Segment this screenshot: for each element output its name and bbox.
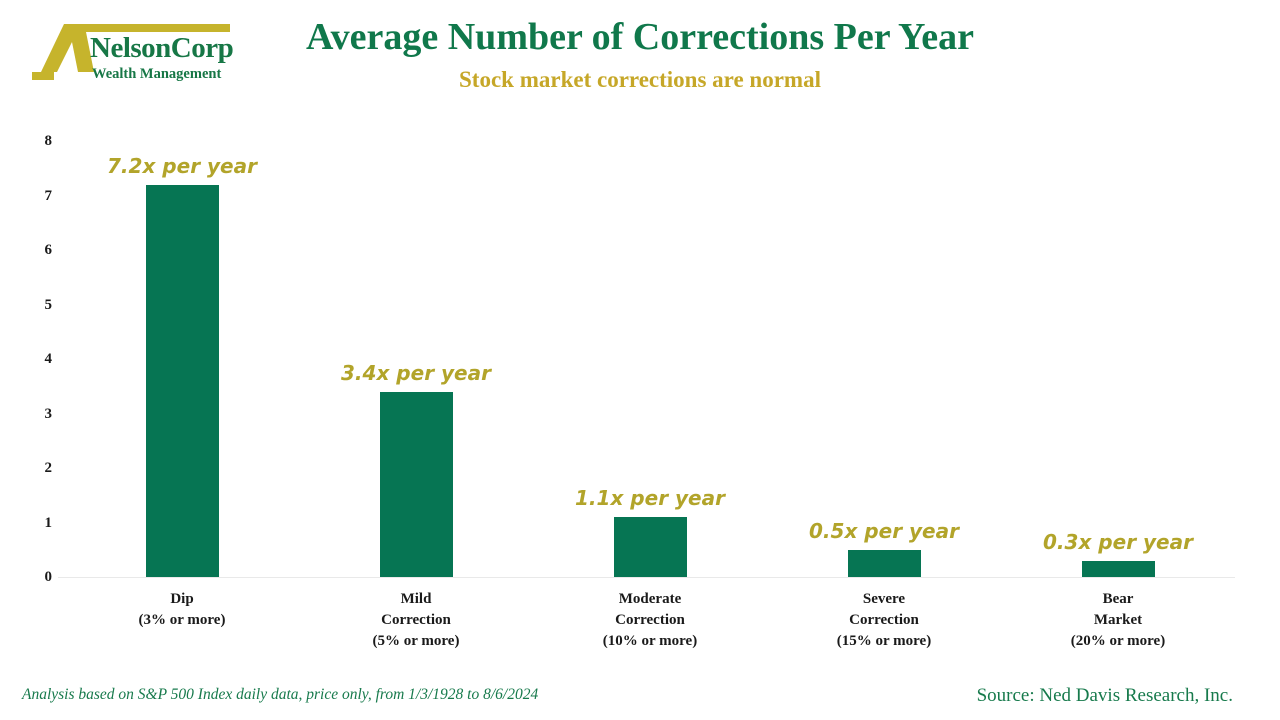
nelsoncorp-logo: NelsonCorp Wealth Management — [28, 8, 234, 98]
logo-name: NelsonCorp — [90, 32, 234, 64]
bar — [613, 517, 687, 577]
y-axis-tick-label: 0 — [44, 569, 53, 585]
category-label-line: (10% or more) — [602, 633, 698, 649]
logo-n-icon — [32, 24, 230, 80]
x-axis-line — [58, 577, 1235, 578]
category-label-line: Severe — [862, 591, 906, 607]
bar-value-label: 0.3x per year — [1043, 530, 1193, 554]
bar — [379, 392, 453, 577]
category-label: Bear Market (20% or more) — [1008, 589, 1228, 652]
y-axis-tick-label: 8 — [44, 133, 53, 149]
category-label-line: Correction — [615, 612, 685, 628]
category-label-line: Bear — [1102, 591, 1134, 607]
bar-value-label: 0.5x per year — [809, 519, 959, 543]
bar-value-label: 1.1x per year — [575, 486, 725, 510]
y-axis-tick-label: 1 — [44, 514, 53, 531]
category-label-line: Mild — [400, 591, 432, 607]
category-label-line: (15% or more) — [836, 633, 932, 649]
category-label-line: Dip — [170, 591, 194, 607]
y-axis-tick-label: 4 — [44, 351, 53, 367]
bar-value-label: 3.4x per year — [341, 361, 491, 385]
category-label-line: (3% or more) — [138, 612, 226, 628]
category-label: Mild Correction (5% or more) — [306, 589, 526, 652]
y-axis-tick-label: 5 — [44, 296, 53, 313]
logo-tagline: Wealth Management — [92, 66, 222, 82]
category-label-line: (20% or more) — [1070, 633, 1166, 649]
category-label-line: Moderate — [618, 591, 682, 607]
category-label: Moderate Correction (10% or more) — [540, 589, 760, 652]
chart-subtitle: Stock market corrections are normal — [459, 67, 821, 92]
category-label: Dip (3% or more) — [72, 589, 292, 631]
category-label-line: (5% or more) — [372, 633, 460, 649]
category-label-line: Correction — [381, 612, 451, 628]
y-axis-tick-label: 3 — [44, 405, 53, 422]
chart-title: Average Number of Corrections Per Year — [306, 16, 974, 58]
y-axis-tick-label: 2 — [44, 460, 53, 476]
bar-value-label: 7.2x per year — [107, 154, 257, 178]
bar — [1081, 561, 1155, 577]
footnote-source: Source: Ned Davis Research, Inc. — [976, 685, 1233, 706]
y-axis-tick-label: 7 — [44, 187, 53, 204]
bar — [145, 185, 219, 577]
category-label-line: Correction — [849, 612, 919, 628]
y-axis-tick-label: 6 — [44, 242, 53, 258]
footnote-analysis: Analysis based on S&P 500 Index daily da… — [22, 686, 539, 703]
category-label: Severe Correction (15% or more) — [774, 589, 994, 652]
category-label-line: Market — [1093, 612, 1143, 628]
bar — [847, 550, 921, 577]
